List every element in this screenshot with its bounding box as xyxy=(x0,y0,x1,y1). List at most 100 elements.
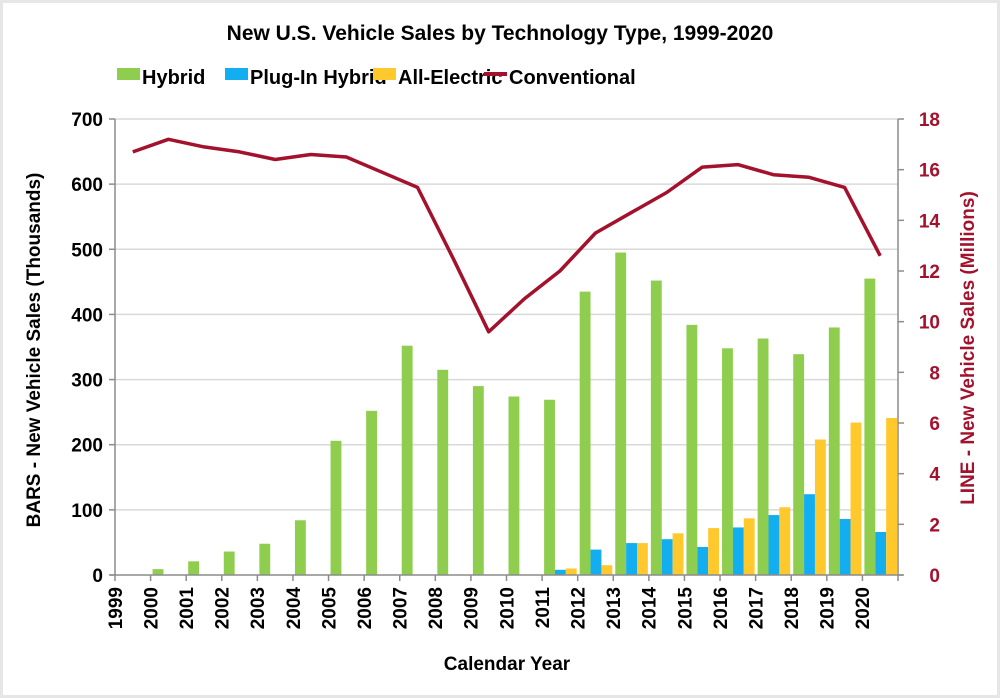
x-tick-label: 2005 xyxy=(319,587,340,630)
bar-hybrid-2008 xyxy=(437,369,449,575)
x-tick-label: 2009 xyxy=(462,587,483,629)
bar-all-electric-2020 xyxy=(886,418,897,575)
right-axis-ticks: 0 2 4 6 8 10 12 14 16 18 xyxy=(898,110,940,587)
y2-axis-label: LINE - New Vehicle Sales (Millions) xyxy=(958,191,979,505)
x-tick-label: 2002 xyxy=(213,587,234,629)
conventional-line-group xyxy=(132,137,882,334)
bar-hybrid-2013 xyxy=(615,252,627,576)
bar-hybrid-2010 xyxy=(508,396,520,575)
axes xyxy=(110,119,903,576)
bar-hybrid-2007 xyxy=(401,345,413,575)
line-conventional xyxy=(132,137,882,334)
x-tick-label: 2013 xyxy=(604,587,625,629)
legend-label: All-Electric xyxy=(398,67,502,89)
legend-swatch xyxy=(373,68,396,80)
x-tick-label: 1999 xyxy=(106,587,127,629)
x-tick-label: 2015 xyxy=(675,587,696,630)
bar-hybrid-2017 xyxy=(757,338,769,575)
bar-all-electric-2011 xyxy=(565,568,577,575)
legend-item-conventional: Conventional xyxy=(484,67,636,89)
left-tick-label: 100 xyxy=(71,501,103,522)
right-tick-label: 14 xyxy=(919,211,941,232)
legend-item-hybrid: Hybrid xyxy=(117,67,205,89)
bar-hybrid-2012 xyxy=(579,291,591,575)
chart-svg: New U.S. Vehicle Sales by Technology Typ… xyxy=(24,22,979,675)
x-tick-label: 2004 xyxy=(284,587,305,630)
bar-plug-in-hybrid-2016 xyxy=(732,527,744,575)
bar-hybrid-2011 xyxy=(544,399,555,575)
legend-item-all-electric: All-Electric xyxy=(373,67,502,89)
legend: Hybrid Plug-In Hybrid All-Electric Conventi… xyxy=(117,67,636,89)
bar-hybrid-2014 xyxy=(650,280,662,575)
left-tick-label: 600 xyxy=(71,175,103,196)
bar-hybrid-2004 xyxy=(294,520,306,575)
legend-item-plug-in-hybrid: Plug-In Hybrid xyxy=(225,67,387,89)
x-tick-label: 2007 xyxy=(391,587,412,629)
chart-frame: New U.S. Vehicle Sales by Technology Typ… xyxy=(3,3,997,695)
legend-swatch xyxy=(225,68,248,80)
bar-plug-in-hybrid-2011 xyxy=(554,569,566,575)
bar-all-electric-2012 xyxy=(601,565,613,575)
bar-plug-in-hybrid-2013 xyxy=(626,543,637,575)
bar-hybrid-2016 xyxy=(722,348,733,575)
y-axis-label: BARS - New Vehicle Sales (Thousands) xyxy=(24,173,45,528)
left-tick-label: 500 xyxy=(71,240,103,261)
right-tick-label: 18 xyxy=(919,110,940,131)
bar-plug-in-hybrid-2012 xyxy=(590,549,602,575)
x-tick-label: 2017 xyxy=(746,587,767,629)
right-tick-label: 4 xyxy=(929,465,940,486)
right-tick-label: 12 xyxy=(919,262,940,283)
x-tick-label: 2020 xyxy=(853,587,874,629)
bar-plug-in-hybrid-2015 xyxy=(697,546,709,575)
bar-hybrid-2020 xyxy=(864,278,876,575)
x-tick-label: 2012 xyxy=(568,587,589,629)
bar-hybrid-2005 xyxy=(330,440,342,575)
bar-hybrid-2009 xyxy=(472,386,484,575)
bar-plug-in-hybrid-2019 xyxy=(839,518,851,575)
bar-plug-in-hybrid-2014 xyxy=(661,539,673,575)
bar-plug-in-hybrid-2020 xyxy=(875,532,887,575)
bar-plug-in-hybrid-2017 xyxy=(768,515,780,575)
bar-hybrid-2018 xyxy=(793,354,805,575)
right-tick-label: 8 xyxy=(929,363,940,384)
bar-all-electric-2015 xyxy=(708,528,720,575)
legend-label: Conventional xyxy=(509,67,636,89)
x-tick-label: 2003 xyxy=(248,587,269,629)
left-tick-label: 700 xyxy=(71,110,103,131)
chart-title: New U.S. Vehicle Sales by Technology Typ… xyxy=(227,22,774,45)
x-axis-label: Calendar Year xyxy=(444,654,571,675)
x-tick-label: 2010 xyxy=(497,587,518,629)
right-tick-label: 16 xyxy=(919,161,940,182)
left-tick-label: 0 xyxy=(92,566,103,587)
right-tick-label: 2 xyxy=(929,515,940,536)
left-tick-label: 300 xyxy=(71,371,103,392)
bar-all-electric-2014 xyxy=(672,533,684,575)
x-tick-label: 2014 xyxy=(640,587,661,630)
left-tick-label: 400 xyxy=(71,305,103,326)
x-tick-label: 2016 xyxy=(711,587,732,629)
bar-all-electric-2019 xyxy=(850,422,862,575)
legend-swatch xyxy=(117,68,140,80)
right-tick-label: 6 xyxy=(929,414,940,435)
right-tick-label: 0 xyxy=(929,566,940,587)
x-tick-label: 2008 xyxy=(426,587,447,629)
bar-all-electric-2017 xyxy=(779,507,791,575)
bar-plug-in-hybrid-2018 xyxy=(804,494,815,575)
bar-all-electric-2018 xyxy=(814,439,826,575)
bars xyxy=(152,252,897,576)
bar-hybrid-2006 xyxy=(366,410,377,575)
x-tick-label: 2011 xyxy=(533,587,554,629)
bar-hybrid-2019 xyxy=(828,327,840,575)
bar-all-electric-2013 xyxy=(637,543,648,575)
bar-hybrid-2002 xyxy=(223,551,235,575)
legend-label: Hybrid xyxy=(142,67,205,89)
legend-label: Plug-In Hybrid xyxy=(250,67,387,89)
x-axis-ticks: 1999 2000 2001 2002 2003 2004 2005 2006 2007 2008… xyxy=(106,575,899,630)
x-tick-label: 2000 xyxy=(141,587,162,629)
x-tick-label: 2018 xyxy=(782,587,803,629)
left-axis-ticks: 0 100 200 300 400 500 600 700 xyxy=(71,110,115,587)
bar-hybrid-2000 xyxy=(152,569,164,575)
bar-all-electric-2016 xyxy=(743,518,755,575)
right-tick-label: 10 xyxy=(919,313,940,334)
x-tick-label: 2019 xyxy=(818,587,839,629)
